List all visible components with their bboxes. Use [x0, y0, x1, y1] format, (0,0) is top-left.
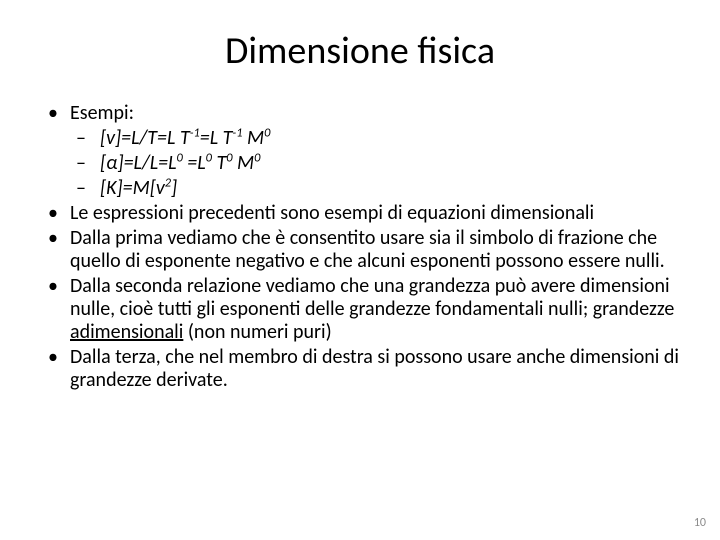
- eq-part: [v]=L/T=L T: [100, 126, 190, 150]
- sub-bullet-list: [v]=L/T=L T-1=L T-1 M0 [α]=L/L=L0 =L0 T0…: [70, 127, 680, 200]
- slide-title: Dimensione fisica: [40, 28, 680, 74]
- equation-alpha: [α]=L/L=L0 =L0 T0 M0: [70, 152, 680, 175]
- eq-sup: -1: [232, 125, 242, 140]
- slide-content: Esempi: [v]=L/T=L T-1=L T-1 M0 [α]=L/L=L…: [40, 102, 680, 392]
- eq-part: M: [233, 151, 255, 175]
- bullet-text: (non numeri puri): [183, 320, 331, 344]
- eq-part: =L T: [200, 126, 233, 150]
- eq-sup: -1: [190, 125, 200, 140]
- eq-part: =L: [183, 151, 206, 175]
- eq-sup: 0: [264, 125, 270, 140]
- eq-part: T: [212, 151, 226, 175]
- bullet-text: Dalla terza, che nel membro di destra si…: [70, 345, 679, 392]
- slide: Dimensione fisica Esempi: [v]=L/T=L T-1=…: [0, 0, 720, 540]
- bullet-text: Dalla prima vediamo che è consentito usa…: [70, 226, 665, 273]
- bullet-terza: Dalla terza, che nel membro di destra si…: [40, 346, 680, 392]
- bullet-seconda: Dalla seconda relazione vediamo che una …: [40, 275, 680, 344]
- eq-part: ]: [171, 176, 177, 200]
- eq-sup: 0: [254, 150, 260, 165]
- bullet-espressioni: Le espressioni precedenti sono esempi di…: [40, 202, 680, 225]
- bullet-text: Dalla seconda relazione vediamo che una …: [70, 274, 674, 321]
- bullet-prima: Dalla prima vediamo che è consentito usa…: [40, 227, 680, 273]
- eq-part: ]=L/L=L: [117, 151, 176, 175]
- underlined-term: adimensionali: [70, 320, 183, 344]
- page-number: 10: [694, 516, 706, 530]
- equation-v: [v]=L/T=L T-1=L T-1 M0: [70, 127, 680, 150]
- bullet-esempi: Esempi: [v]=L/T=L T-1=L T-1 M0 [α]=L/L=L…: [40, 102, 680, 200]
- eq-part: M: [242, 126, 264, 150]
- bullet-list: Esempi: [v]=L/T=L T-1=L T-1 M0 [α]=L/L=L…: [40, 102, 680, 392]
- eq-part: [K]=M[v: [100, 176, 165, 200]
- equation-k: [K]=M[v2]: [70, 177, 680, 200]
- bullet-text: Esempi:: [70, 101, 134, 125]
- eq-alpha: α: [106, 151, 117, 175]
- bullet-text: Le espressioni precedenti sono esempi di…: [70, 201, 594, 225]
